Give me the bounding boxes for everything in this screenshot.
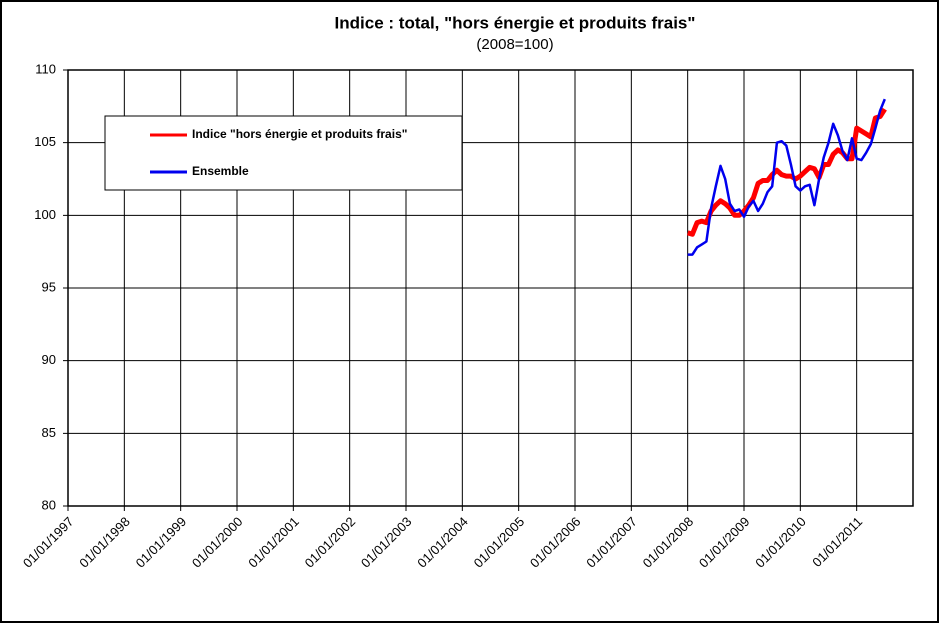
chart-title: Indice : total, "hors énergie et produit… — [335, 13, 696, 32]
y-tick-label: 110 — [35, 61, 56, 76]
legend-label: Indice "hors énergie et produits frais" — [192, 127, 407, 141]
series-line — [686, 107, 887, 237]
y-tick-label: 100 — [34, 207, 56, 222]
y-tick-label: 105 — [34, 134, 56, 149]
series-line — [687, 98, 886, 256]
y-tick-label: 95 — [42, 279, 56, 294]
legend-box — [104, 115, 463, 191]
chart-subtitle: (2008=100) — [476, 36, 553, 53]
y-tick-label: 90 — [42, 352, 56, 367]
y-tick-label: 80 — [42, 497, 56, 512]
y-tick-label: 85 — [42, 425, 56, 440]
legend-label: Ensemble — [192, 164, 249, 178]
